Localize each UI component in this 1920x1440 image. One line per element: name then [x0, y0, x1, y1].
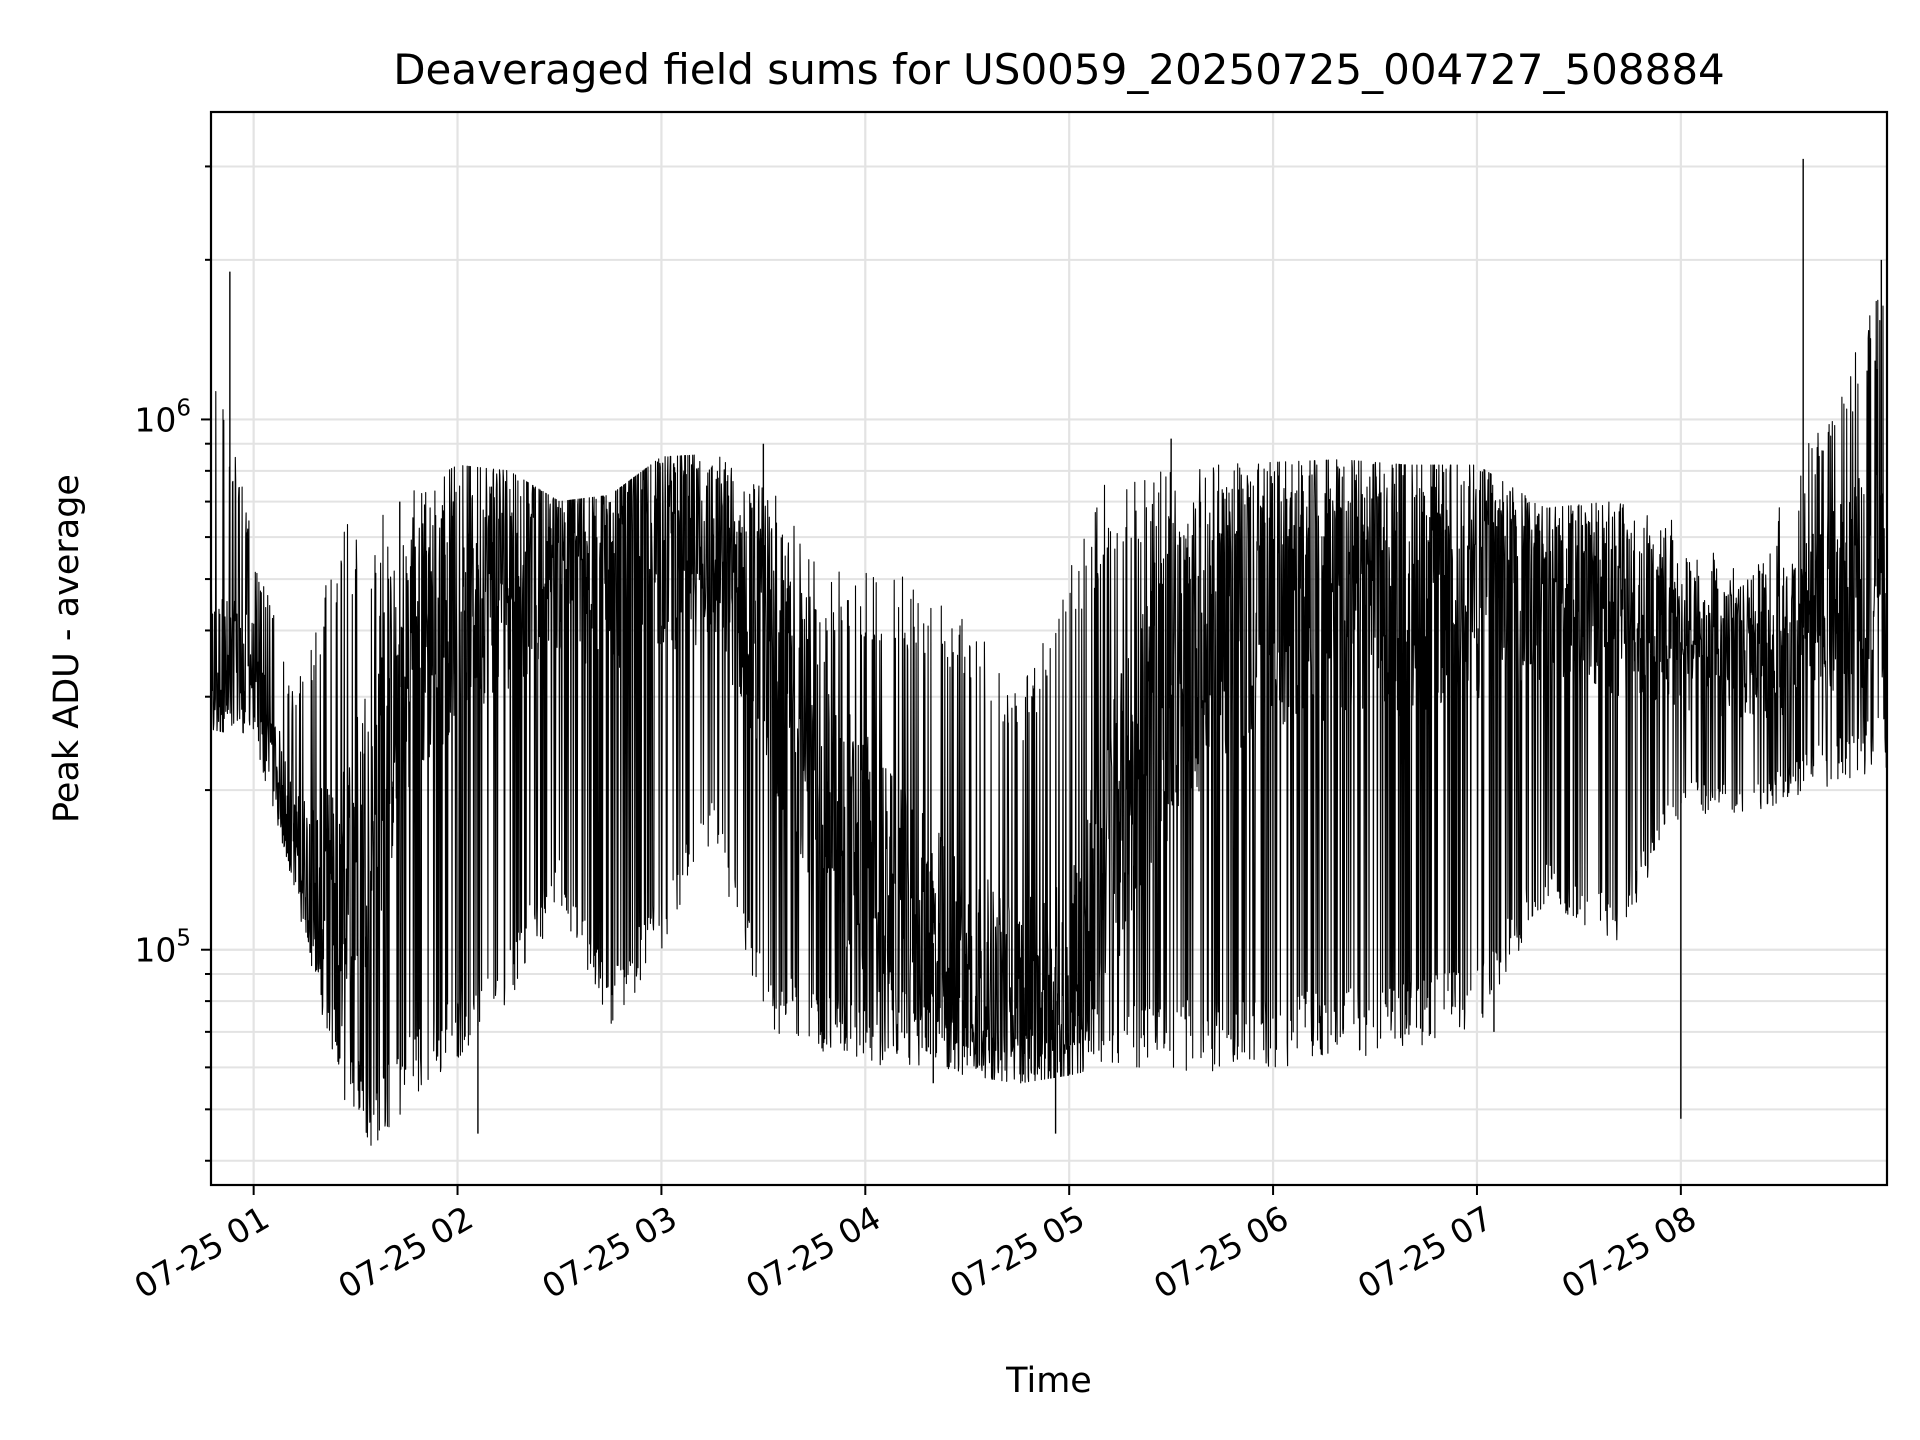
y-axis-label: Peak ADU - average: [47, 474, 87, 823]
series-line: [210, 299, 1888, 1146]
y-tick-label: 105: [134, 926, 191, 970]
chart-title: Deaveraged field sums for US0059_2025072…: [393, 45, 1725, 94]
plot-area: [210, 158, 1888, 1146]
y-tick-label: 106: [134, 395, 191, 439]
axes-frame: [209, 110, 1889, 1187]
x-axis-label: Time: [1005, 1361, 1092, 1401]
